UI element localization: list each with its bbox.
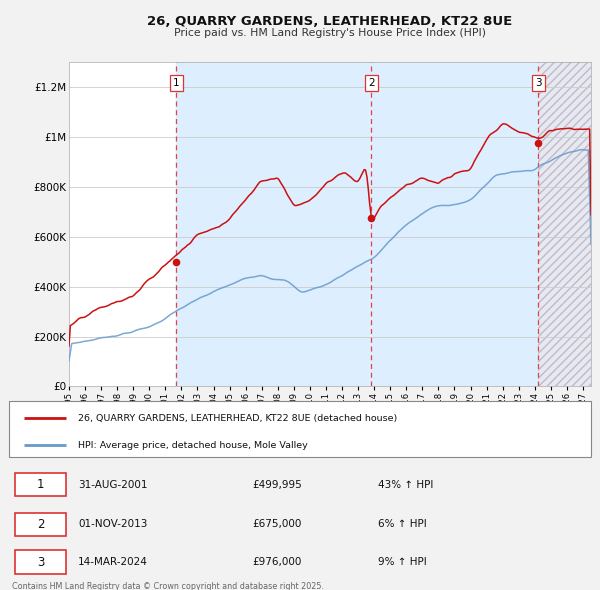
Text: 6% ↑ HPI: 6% ↑ HPI bbox=[378, 519, 427, 529]
Text: 14-MAR-2024: 14-MAR-2024 bbox=[78, 557, 148, 567]
Text: 01-NOV-2013: 01-NOV-2013 bbox=[78, 519, 148, 529]
Text: HPI: Average price, detached house, Mole Valley: HPI: Average price, detached house, Mole… bbox=[78, 441, 308, 450]
FancyBboxPatch shape bbox=[9, 401, 591, 457]
Text: 43% ↑ HPI: 43% ↑ HPI bbox=[378, 480, 433, 490]
Bar bbox=[176, 62, 371, 386]
Text: 3: 3 bbox=[37, 556, 44, 569]
Text: £675,000: £675,000 bbox=[252, 519, 301, 529]
Bar bbox=[538, 62, 591, 386]
Text: 2: 2 bbox=[368, 78, 375, 88]
Text: 1: 1 bbox=[173, 78, 179, 88]
Text: 2: 2 bbox=[37, 517, 44, 531]
Text: 9% ↑ HPI: 9% ↑ HPI bbox=[378, 557, 427, 567]
Text: 26, QUARRY GARDENS, LEATHERHEAD, KT22 8UE (detached house): 26, QUARRY GARDENS, LEATHERHEAD, KT22 8U… bbox=[78, 414, 397, 422]
Text: 3: 3 bbox=[535, 78, 541, 88]
Text: Price paid vs. HM Land Registry's House Price Index (HPI): Price paid vs. HM Land Registry's House … bbox=[174, 28, 486, 38]
Text: Contains HM Land Registry data © Crown copyright and database right 2025.: Contains HM Land Registry data © Crown c… bbox=[12, 582, 324, 590]
FancyBboxPatch shape bbox=[15, 550, 66, 573]
Bar bbox=[371, 62, 538, 386]
Text: 1: 1 bbox=[37, 478, 44, 491]
Text: £499,995: £499,995 bbox=[252, 480, 302, 490]
FancyBboxPatch shape bbox=[15, 513, 66, 536]
Text: 31-AUG-2001: 31-AUG-2001 bbox=[78, 480, 148, 490]
Text: 26, QUARRY GARDENS, LEATHERHEAD, KT22 8UE: 26, QUARRY GARDENS, LEATHERHEAD, KT22 8U… bbox=[148, 15, 512, 28]
FancyBboxPatch shape bbox=[15, 473, 66, 496]
Text: £976,000: £976,000 bbox=[252, 557, 301, 567]
